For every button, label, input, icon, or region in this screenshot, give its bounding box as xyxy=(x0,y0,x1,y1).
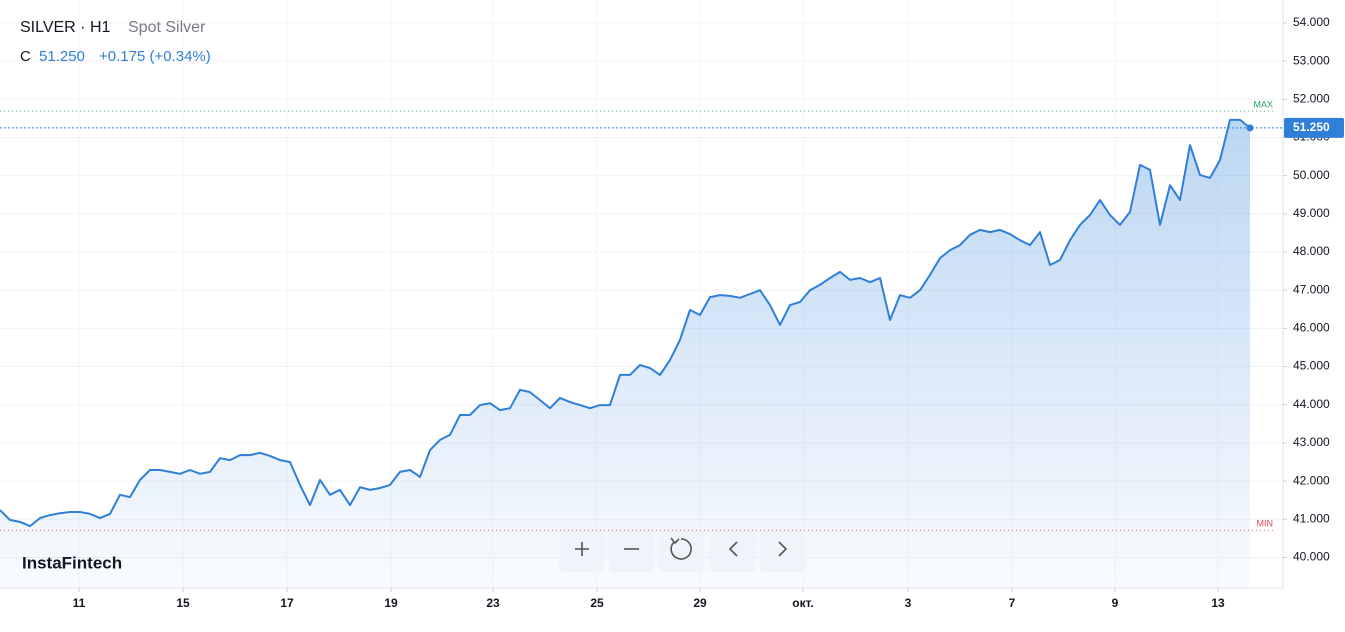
y-tick-label: 50.000 xyxy=(1293,168,1330,182)
x-tick-label: 7 xyxy=(1009,596,1016,610)
change-value: +0.175 (+0.34%) xyxy=(99,48,211,65)
y-tick-label: 52.000 xyxy=(1293,91,1330,105)
plot xyxy=(0,118,1251,589)
x-tick-label: 13 xyxy=(1211,596,1225,610)
x-tick-label: 9 xyxy=(1112,596,1119,610)
y-tick-label: 41.000 xyxy=(1293,511,1330,525)
extreme-label: MIN xyxy=(1257,519,1274,529)
y-tick-label: 53.000 xyxy=(1293,53,1330,67)
price-line xyxy=(0,118,1251,528)
y-tick-label: 47.000 xyxy=(1293,282,1330,296)
brand: InstaFintech xyxy=(22,553,122,572)
x-tick-label: окт. xyxy=(792,596,814,610)
price-tag-label: 51.250 xyxy=(1293,120,1330,134)
y-tick-label: 49.000 xyxy=(1293,206,1330,220)
ohlc-label: C xyxy=(20,48,31,65)
area-fill xyxy=(0,119,1250,589)
scroll-left-button[interactable] xyxy=(710,527,755,572)
x-tick-label: 23 xyxy=(486,596,500,610)
x-tick-label: 29 xyxy=(693,596,707,610)
y-tick-label: 44.000 xyxy=(1293,397,1330,411)
scroll-right-button[interactable] xyxy=(760,527,805,572)
zoom-in-button[interactable] xyxy=(559,527,604,572)
reset-button[interactable] xyxy=(659,527,704,572)
price-tag xyxy=(1284,117,1344,138)
extreme-label: MAX xyxy=(1253,99,1273,109)
y-tick-label: 45.000 xyxy=(1293,359,1330,373)
y-tick-label: 48.000 xyxy=(1293,244,1330,258)
y-tick-label: 43.000 xyxy=(1293,435,1330,449)
x-tick-label: 15 xyxy=(176,596,190,610)
y-tick-label: 46.000 xyxy=(1293,321,1330,335)
x-tick-label: 19 xyxy=(384,596,398,610)
x-tick-label: 11 xyxy=(73,596,86,610)
x-tick-label: 3 xyxy=(905,596,912,610)
x-tick-label: 25 xyxy=(590,596,604,610)
zoom-controls xyxy=(559,527,805,572)
close-value: 51.250 xyxy=(39,48,85,65)
y-tick-label: 42.000 xyxy=(1293,473,1330,487)
chart-title: SILVER · H1 xyxy=(20,19,111,36)
last-point xyxy=(1246,124,1254,132)
y-tick-label: 40.000 xyxy=(1293,550,1330,564)
y-tick-label: 54.000 xyxy=(1293,15,1330,29)
series-name: Spot Silver xyxy=(128,19,206,36)
x-tick-label: 17 xyxy=(280,596,294,610)
zoom-out-button[interactable] xyxy=(609,527,654,572)
